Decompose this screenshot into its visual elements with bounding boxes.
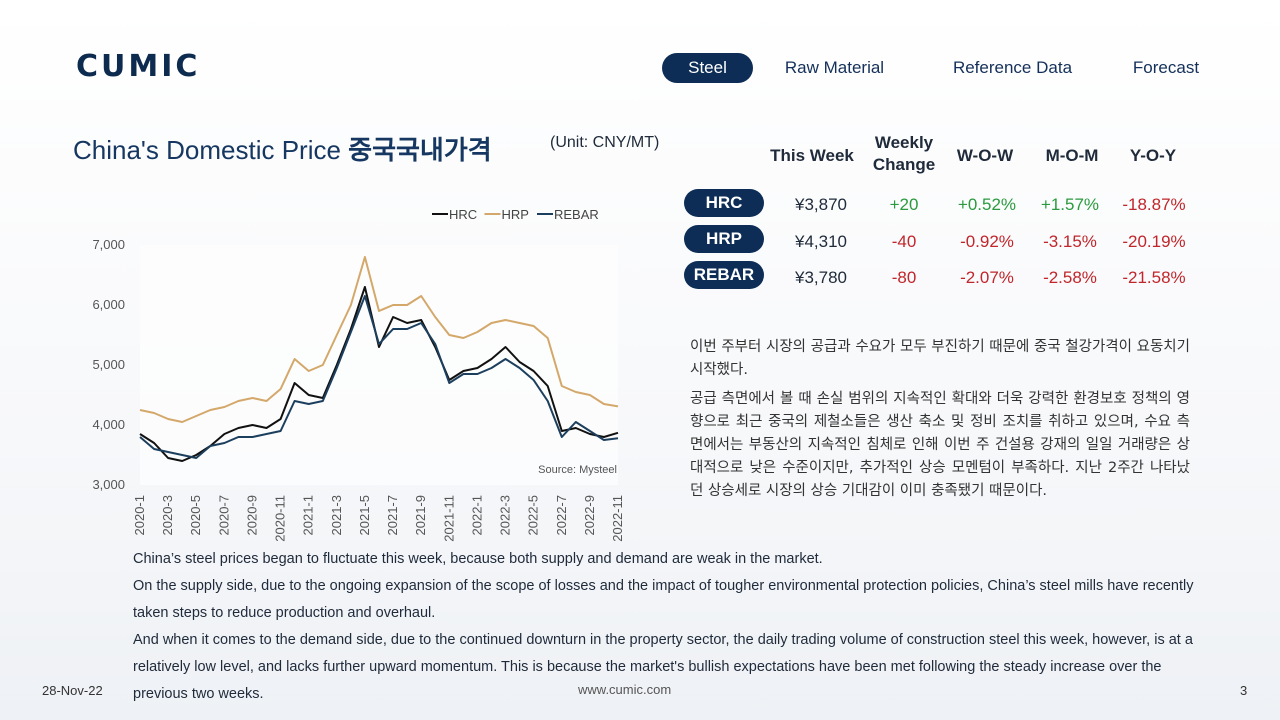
rebar-weekly-change: -80: [891, 268, 917, 287]
cumic-logo[interactable]: CUMIC: [76, 52, 200, 82]
header-this-week: This Week: [770, 146, 854, 165]
source-note: Source: Mysteel: [538, 464, 617, 476]
product-pill-hrc: HRC: [684, 189, 764, 217]
x-tick-label: 2021-5: [357, 495, 372, 535]
header-weekly-change: Weekly Change: [872, 133, 936, 174]
legend-label-rebar: REBAR: [554, 207, 599, 222]
page-number: 3: [1240, 683, 1248, 698]
footer-url[interactable]: www.cumic.com: [578, 682, 672, 697]
top-nav: Steel Raw Material Reference Data Foreca…: [0, 53, 1280, 85]
x-tick-label: 2020-1: [132, 495, 147, 535]
x-tick-label: 2022-5: [526, 495, 541, 535]
y-tick-label: 5,000: [92, 357, 125, 372]
hrp-yoy: -20.19%: [1122, 232, 1186, 251]
x-tick-label: 2022-7: [554, 495, 569, 535]
english-paragraph-1: China’s steel prices began to fluctuate …: [133, 551, 823, 567]
y-tick-label: 3,000: [92, 477, 125, 492]
tab-raw-material[interactable]: Raw Material: [784, 58, 885, 77]
y-tick-label: 7,000: [92, 237, 125, 252]
hrp-this-week: ¥4,310: [795, 232, 847, 251]
x-tick-label: 2022-9: [582, 495, 597, 535]
tab-reference-data[interactable]: Reference Data: [952, 58, 1073, 77]
plot-area: [140, 245, 618, 485]
x-tick-label: 2021-11: [441, 495, 456, 542]
legend-label-hrc: HRC: [449, 207, 477, 222]
x-tick-label: 2020-7: [216, 495, 231, 535]
header-wow: W-O-W: [956, 146, 1014, 165]
english-paragraph-3: And when it comes to the demand side, du…: [133, 632, 1193, 702]
unit-label: (Unit: CNY/MT): [550, 134, 660, 151]
hrp-mom: -3.15%: [1043, 232, 1097, 251]
tab-steel[interactable]: Steel: [662, 53, 753, 83]
footer-date: 28-Nov-22: [42, 683, 103, 698]
price-line-chart: 7,000 6,000 5,000 4,000 3,000 2020-1 2020-3 202…: [92, 207, 625, 542]
hrp-weekly-change: -40: [891, 232, 917, 251]
series-line-rebar: [139, 295, 619, 459]
tab-forecast[interactable]: Forecast: [1132, 58, 1200, 77]
y-tick-label: 6,000: [92, 297, 125, 312]
x-tick-label: 2022-3: [498, 495, 513, 535]
rebar-yoy: -21.58%: [1122, 268, 1186, 287]
x-tick-label: 2021-1: [301, 495, 316, 535]
y-tick-label: 4,000: [92, 417, 125, 432]
hrc-this-week: ¥3,870: [795, 195, 847, 214]
header-yoy: Y-O-Y: [1129, 146, 1177, 165]
rebar-this-week: ¥3,780: [795, 268, 847, 287]
x-tick-label: 2022-1: [469, 495, 484, 535]
korean-paragraph-1: 이번 주부터 시장의 공급과 수요가 모두 부진하기 때문에 중국 철강가격이 …: [690, 339, 1190, 378]
hrc-mom: +1.57%: [1040, 195, 1100, 214]
x-tick-label: 2020-3: [160, 495, 175, 535]
series-line-hrc: [139, 286, 619, 462]
page-title-en: China's Domestic Price: [73, 135, 349, 165]
x-tick-label: 2022-11: [610, 495, 625, 542]
hrc-yoy: -18.87%: [1122, 195, 1186, 214]
header-mom: M-O-M: [1045, 146, 1099, 165]
hrp-wow: -0.92%: [960, 232, 1014, 251]
hrc-wow: +0.52%: [957, 195, 1017, 214]
page-title-kr: 중국국내가격: [348, 135, 492, 165]
rebar-mom: -2.58%: [1043, 268, 1097, 287]
x-tick-label: 2020-11: [273, 495, 288, 542]
logo-text: CUMIC: [76, 49, 201, 84]
product-pill-rebar: REBAR: [684, 261, 764, 289]
series-line-hrp: [139, 256, 619, 423]
rebar-wow: -2.07%: [960, 268, 1014, 287]
x-tick-label: 2021-7: [385, 495, 400, 535]
x-tick-label: 2021-9: [413, 495, 428, 535]
legend-label-hrp: HRP: [502, 207, 529, 222]
x-tick-label: 2021-3: [329, 495, 344, 535]
page-title: China's Domestic Price 중국국내가격: [73, 130, 492, 167]
x-tick-label: 2020-5: [188, 495, 203, 535]
hrc-weekly-change: +20: [889, 195, 919, 214]
english-paragraph-2: On the supply side, due to the ongoing e…: [133, 578, 1194, 621]
korean-paragraph-2: 공급 측면에서 볼 때 손실 범위의 지속적인 확대와 더욱 강력한 환경보호 …: [690, 391, 1190, 499]
x-tick-label: 2020-9: [244, 495, 259, 535]
product-pill-hrp: HRP: [684, 225, 764, 253]
